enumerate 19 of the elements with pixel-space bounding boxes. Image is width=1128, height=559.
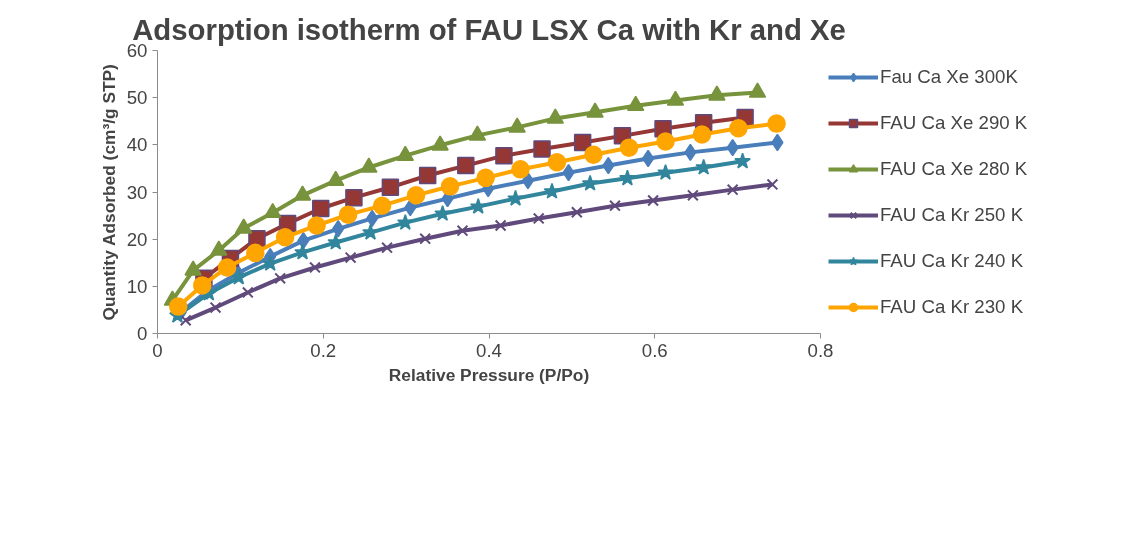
y-tick-label: 50	[126, 87, 148, 109]
legend-label: FAU Ca Kr 240 K	[880, 249, 1024, 272]
y-tick-label: 30	[126, 181, 148, 203]
y-tick-label: 20	[126, 228, 148, 250]
x-tick-label: 0.4	[476, 339, 502, 361]
legend-label: FAU Ca Xe 280 K	[880, 157, 1028, 180]
x-tick-label: 0.2	[310, 339, 337, 361]
x-tick-label: 0.6	[641, 339, 668, 361]
x-axis-title: Relative Pressure (P/Po)	[388, 364, 590, 385]
y-tick-label: 0	[137, 323, 148, 344]
x-tick-label: 0	[152, 339, 163, 361]
legend-label: FAU Ca Kr 230 K	[880, 295, 1024, 318]
x-tick-label: 0.8	[807, 339, 834, 361]
legend-label: FAU Ca Kr 250 K	[880, 203, 1024, 226]
legend-label: Fau Ca Xe 300K	[880, 65, 1018, 88]
y-axis-title: Quantity Adsorbed (cm³/g STP)	[98, 64, 119, 321]
y-tick-label: 40	[126, 134, 148, 156]
y-tick-label: 10	[126, 275, 148, 297]
legend-label: FAU Ca Xe 290 K	[880, 111, 1028, 134]
